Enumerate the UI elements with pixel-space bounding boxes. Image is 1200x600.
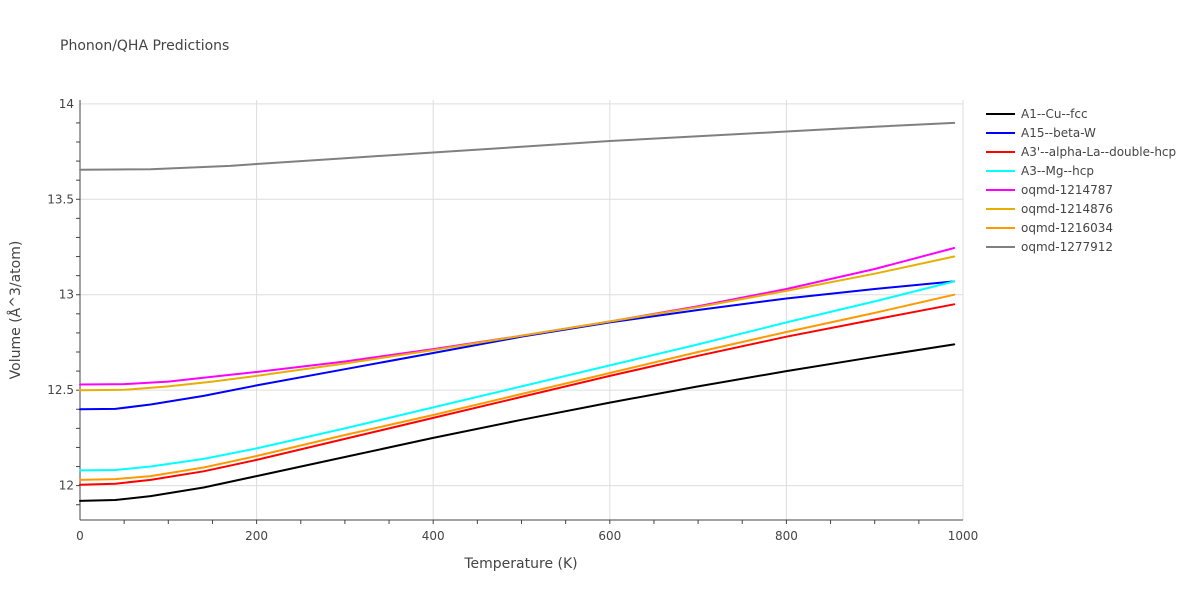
grid (80, 100, 964, 520)
x-tick-label: 600 (598, 529, 621, 543)
y-tick-label: 12.5 (47, 383, 74, 397)
series-line-oqmd-1216034 (79, 293, 956, 481)
series-line-a15-beta-w (79, 280, 956, 411)
legend-label: A15--beta-W (1021, 126, 1096, 140)
legend[interactable]: A1--Cu--fcc A15--beta-W A3'--alpha-La--dou… (986, 107, 1176, 254)
legend-item[interactable]: A3'--alpha-La--double-hcp (986, 145, 1176, 159)
legend-item[interactable]: oqmd-1277912 (986, 240, 1113, 254)
y-axis-label: Volume (Å^3/atom) (7, 241, 24, 380)
legend-label: A1--Cu--fcc (1021, 107, 1088, 121)
series-lines (79, 121, 956, 502)
y-tick-label: 12 (59, 479, 74, 493)
legend-label: A3--Mg--hcp (1021, 164, 1094, 178)
legend-item[interactable]: A15--beta-W (986, 126, 1096, 140)
legend-label: oqmd-1216034 (1021, 221, 1113, 235)
series-line-a3-mg-hcp (79, 280, 956, 472)
y-tick-label: 14 (59, 97, 74, 111)
series-line-a3-alpha-la-double-hcp (79, 303, 956, 486)
series-line-oqmd-1277912 (79, 121, 956, 171)
x-tick-label: 1000 (948, 529, 979, 543)
series-line-oqmd-1214787 (79, 247, 956, 386)
y-tick-label: 13.5 (47, 192, 74, 206)
legend-label: oqmd-1277912 (1021, 240, 1113, 254)
legend-item[interactable]: oqmd-1214787 (986, 183, 1113, 197)
legend-label: A3'--alpha-La--double-hcp (1021, 145, 1176, 159)
legend-item[interactable]: oqmd-1214876 (986, 202, 1113, 216)
x-tick-label: 800 (775, 529, 798, 543)
legend-label: oqmd-1214876 (1021, 202, 1113, 216)
legend-item[interactable]: A1--Cu--fcc (986, 107, 1088, 121)
legend-item[interactable]: A3--Mg--hcp (986, 164, 1094, 178)
chart-title: Phonon/QHA Predictions (60, 38, 229, 54)
legend-label: oqmd-1214787 (1021, 183, 1113, 197)
legend-item[interactable]: oqmd-1216034 (986, 221, 1113, 235)
series-line-a1-cu-fcc (79, 343, 956, 502)
series-line-oqmd-1214876 (79, 255, 956, 392)
x-tick-label: 0 (76, 529, 84, 543)
y-tick-label: 13 (59, 288, 74, 302)
x-tick-label: 400 (422, 529, 445, 543)
x-axis-label: Temperature (K) (463, 556, 577, 572)
x-tick-label: 200 (245, 529, 268, 543)
